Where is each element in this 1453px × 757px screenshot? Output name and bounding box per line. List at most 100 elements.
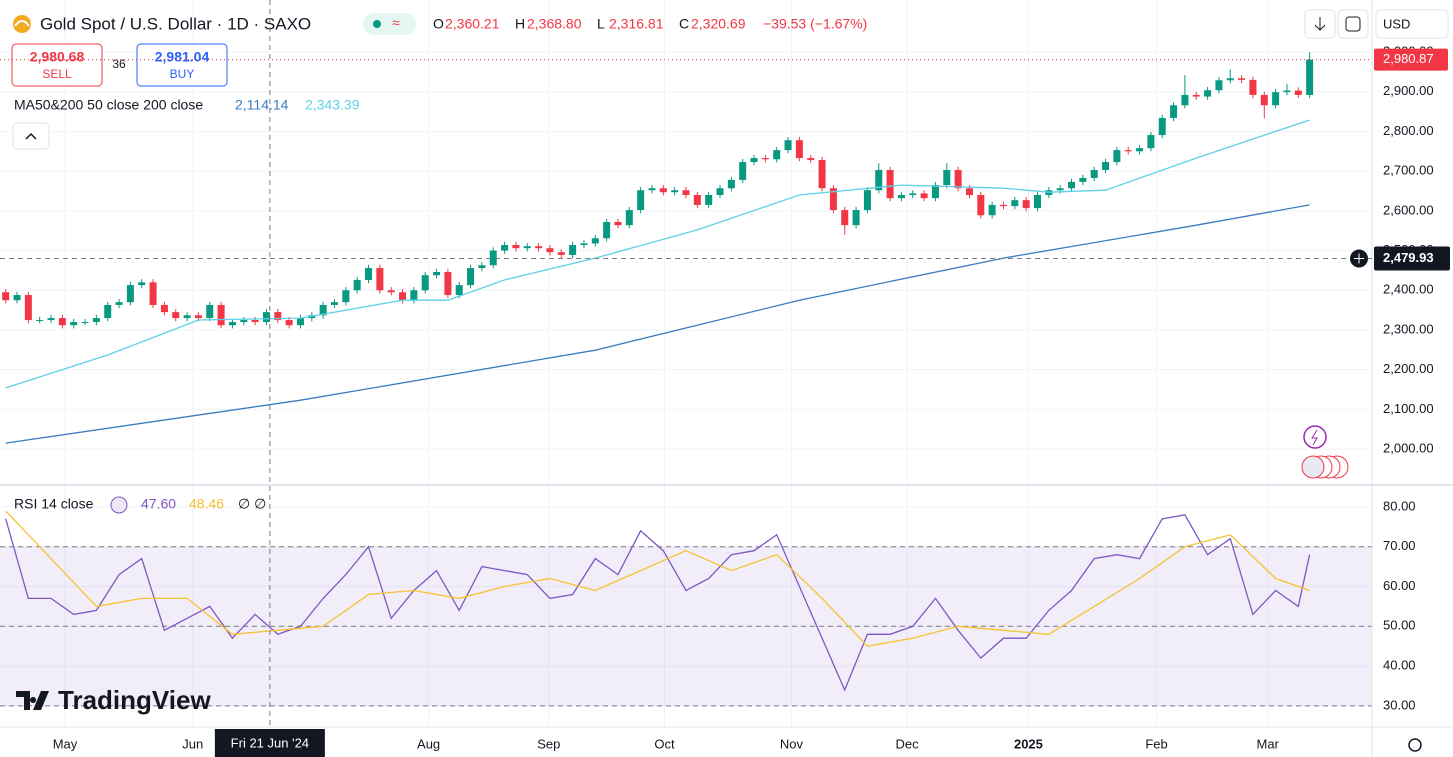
candle-body: [444, 272, 452, 296]
rsi-readout: 47.60: [141, 496, 176, 512]
y-tick-label: 2,900.00: [1383, 83, 1434, 98]
candle-body: [194, 315, 202, 319]
candle-body: [897, 194, 905, 199]
status-icon: ≈: [392, 15, 400, 31]
currency: USD: [1383, 16, 1410, 31]
candle-body: [1068, 181, 1076, 189]
status-dot: [373, 20, 381, 28]
candle-body: [1113, 150, 1121, 163]
candle-body: [637, 190, 645, 211]
ohlc-value: 2,360.21: [445, 16, 500, 32]
candle-body: [954, 169, 962, 189]
candle-body: [421, 275, 429, 291]
candle-body: [1272, 92, 1280, 106]
brand: TradingView: [58, 685, 211, 715]
rsi-line: [5, 510, 1310, 647]
download-icon: [1314, 17, 1326, 31]
candle-body: [1306, 59, 1314, 95]
moving-average: [5, 204, 1310, 444]
rsi-readout: 48.46: [189, 496, 224, 512]
candle-body: [70, 322, 78, 326]
candle-body: [467, 268, 475, 286]
x-tick-label: Sep: [537, 736, 560, 751]
candle-body: [875, 169, 883, 191]
currency-button[interactable]: [1375, 9, 1449, 39]
y-tick-label: 2,200.00: [1383, 361, 1434, 376]
candle-body: [614, 221, 622, 226]
candle-body: [138, 282, 146, 286]
candle-body: [81, 322, 89, 324]
candle-body: [240, 320, 248, 323]
event-icon[interactable]: [1303, 425, 1327, 449]
y-tick-label: 50.00: [1383, 618, 1416, 633]
candle-body: [1147, 135, 1155, 149]
ma-readout: 2,114.14: [235, 97, 289, 113]
candle-body: [126, 285, 134, 303]
event-icon-mark: [1311, 429, 1318, 446]
candle-body: [262, 312, 270, 323]
candle-body: [455, 285, 463, 296]
candle-body: [24, 295, 32, 321]
candle-body: [217, 304, 225, 326]
ohlc-value: 2,316.81: [609, 16, 664, 32]
symbol-title: Gold Spot / U.S. Dollar · 1D · SAXO: [40, 14, 311, 33]
x-tick-label: Mar: [1256, 736, 1279, 751]
candle-body: [365, 268, 373, 280]
candle-body: [784, 140, 792, 151]
candle-body: [716, 188, 724, 195]
ohlc-value: 2,320.69: [691, 16, 746, 32]
ma-readout: 2,343.39: [305, 97, 360, 113]
x-tick-label: Oct: [654, 736, 675, 751]
status-pill[interactable]: [363, 13, 416, 35]
calendar-event[interactable]: [1301, 455, 1325, 479]
candle-body: [977, 194, 985, 216]
candle-body: [807, 158, 815, 161]
rsi-icon[interactable]: [110, 496, 128, 514]
symbol-icon: [13, 15, 31, 33]
fullscreen-button[interactable]: [1337, 9, 1369, 39]
candle-body: [92, 318, 100, 323]
candle-body: [387, 290, 395, 293]
candle-body: [648, 188, 656, 191]
buy-button[interactable]: [136, 43, 228, 87]
candle-body: [603, 221, 611, 239]
ma-legend-label: MA50&200 50 close 200 close: [14, 97, 203, 113]
settings-icon[interactable]: [1408, 738, 1422, 752]
spread: 36: [112, 57, 126, 71]
candle-body: [1124, 150, 1132, 152]
candle-body: [115, 302, 123, 305]
candle-body: [58, 318, 66, 326]
candle-body: [433, 272, 441, 276]
ohlc-value: 2,368.80: [527, 16, 582, 32]
candle-body: [1283, 90, 1291, 93]
candle-body: [330, 302, 338, 305]
y-tick-label: 2,700.00: [1383, 163, 1434, 178]
crosshair-y-label: 2,479.93: [1383, 250, 1434, 265]
candle-body: [206, 304, 214, 319]
y-tick-label: 2,000.00: [1383, 441, 1434, 456]
y-tick-label: 2,400.00: [1383, 282, 1434, 297]
candle-body: [501, 245, 509, 251]
candle-body: [1204, 90, 1212, 97]
candle-body: [1102, 162, 1110, 170]
candle-body: [705, 194, 713, 205]
candle-body: [13, 295, 21, 301]
candle-body: [1079, 177, 1087, 182]
rsi-legend-label: RSI 14 close: [14, 496, 94, 512]
candle-body: [319, 304, 327, 316]
candle-body: [353, 279, 361, 291]
candle-body: [478, 265, 486, 269]
candle-body: [399, 292, 407, 301]
x-tick-label: Dec: [896, 736, 920, 751]
x-tick-label: Nov: [780, 736, 804, 751]
sell-button[interactable]: [11, 43, 103, 87]
collapse-button[interactable]: [12, 122, 50, 150]
y-tick-label: 2,800.00: [1383, 123, 1434, 138]
ohlc-label: O: [433, 16, 444, 32]
crosshair-y-badge: [1374, 246, 1450, 271]
y-tick-label: 2,300.00: [1383, 321, 1434, 336]
symbol-icon-mark: [14, 20, 30, 27]
brand-logo: [16, 691, 49, 710]
